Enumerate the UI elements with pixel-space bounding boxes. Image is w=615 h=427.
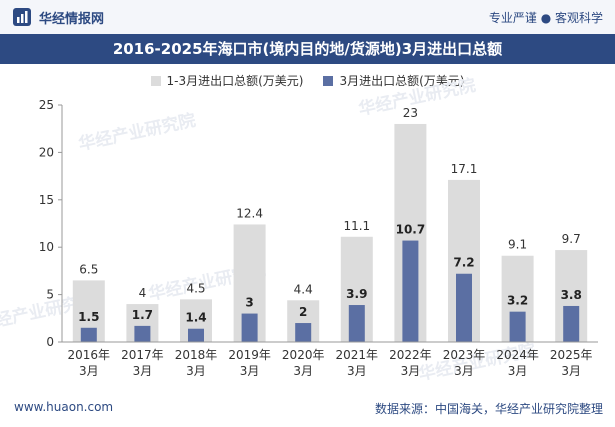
data-label-total: 23: [403, 106, 418, 120]
x-tick-label: 2022年 3月: [389, 348, 432, 378]
data-label-month: 3: [245, 296, 253, 310]
legend-swatch-month: [323, 75, 334, 86]
chart-title: 2016-2025年海口市(境内目的地/货源地)3月进出口总额: [0, 34, 615, 64]
data-label-total: 9.1: [508, 238, 527, 252]
legend-label-total: 1-3月进出口总额(万美元): [166, 74, 304, 88]
data-label-total: 12.4: [236, 206, 263, 220]
data-label-month: 3.2: [507, 294, 528, 308]
y-tick-label: 5: [46, 288, 54, 302]
data-label-total: 11.1: [343, 219, 370, 233]
watermark-text: 华经产业研究院: [77, 110, 198, 155]
data-label-total: 4.4: [294, 282, 313, 296]
x-tick-label: 2018年 3月: [175, 348, 218, 378]
brand[interactable]: 华经情报网: [12, 7, 104, 27]
bar-month: [295, 323, 312, 342]
y-tick-label: 15: [39, 193, 54, 207]
y-tick-label: 20: [39, 145, 54, 159]
bar-month: [80, 327, 97, 342]
legend-label-month: 3月进出口总额(万美元): [339, 74, 465, 88]
bar-month: [241, 313, 258, 342]
y-axis: 0 5 10 15 20 25: [39, 98, 63, 349]
data-label-month: 1.7: [132, 308, 153, 322]
x-tick-label: 2024年 3月: [496, 348, 539, 378]
bar-month: [188, 328, 204, 342]
data-label-month: 2: [299, 305, 307, 319]
x-tick-label: 2021年 3月: [336, 348, 379, 378]
data-label-total: 4: [139, 286, 147, 300]
data-label-month: 1.5: [78, 310, 99, 324]
bar-month: [134, 325, 151, 342]
website-link[interactable]: www.huaon.com: [14, 400, 114, 414]
x-tick-label: 2017年 3月: [121, 348, 164, 378]
y-tick-label: 10: [39, 240, 54, 254]
data-label-month: 7.2: [453, 256, 474, 270]
y-tick-label: 25: [39, 98, 54, 112]
bar-month: [563, 305, 580, 342]
data-label-total: 17.1: [451, 162, 478, 176]
bars: 6.5 1.5 4 1.7 4.5 1.4 12.4 3 4.4 2 11.1 3.9 23 10.7 17…: [72, 106, 588, 343]
data-label-month: 10.7: [396, 223, 426, 237]
bar-month: [402, 240, 419, 342]
x-tick-label: 2016年 3月: [68, 348, 111, 378]
watermark-text: 华经产业研究院: [417, 340, 538, 385]
legend-item-month: 3月进出口总额(万美元): [323, 72, 464, 89]
legend-swatch-total: [150, 75, 161, 86]
logo-icon: [13, 8, 31, 26]
slogan: 专业严谨 ● 客观科学: [488, 11, 603, 25]
bar-month: [348, 305, 365, 342]
y-tick-label: 0: [46, 335, 54, 349]
x-tick-label: 2025年 3月: [550, 348, 593, 378]
legend: 1-3月进出口总额(万美元) 3月进出口总额(万美元): [0, 72, 615, 89]
brand-name: 华经情报网: [39, 11, 105, 27]
data-label-month: 1.4: [185, 311, 206, 325]
bar-month: [509, 311, 526, 342]
x-tick-label: 2020年 3月: [282, 348, 325, 378]
data-label-total: 6.5: [79, 262, 98, 276]
bar-month: [456, 273, 472, 342]
data-label-month: 3.8: [561, 288, 582, 302]
legend-item-total: 1-3月进出口总额(万美元): [150, 72, 304, 89]
x-tick-label: 2023年 3月: [443, 348, 486, 378]
data-label-total: 4.5: [186, 281, 205, 295]
source-note: 数据来源：中国海关，华经产业研究院整理: [374, 402, 603, 416]
data-label-month: 3.9: [346, 287, 367, 301]
data-label-total: 9.7: [562, 232, 581, 246]
x-axis: 2016年 3月 2017年 3月 2018年 3月 2019年 3月 2020年 3月 2021年…: [62, 341, 598, 378]
x-tick-label: 2019年 3月: [228, 348, 271, 378]
